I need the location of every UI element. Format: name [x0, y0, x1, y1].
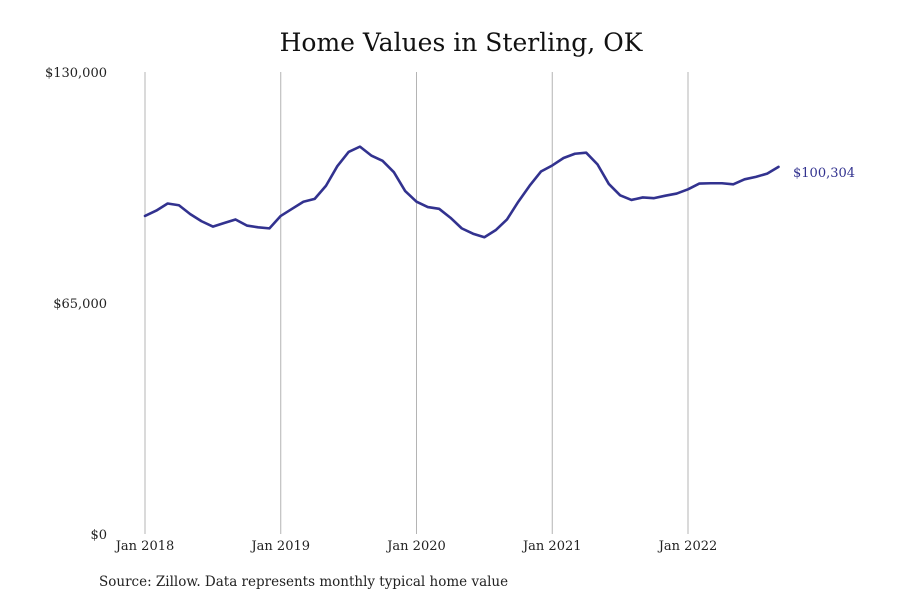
x-tick-label-3: Jan 2021	[521, 539, 582, 554]
data-point-2020-08	[494, 229, 497, 232]
data-point-2021-05	[596, 163, 599, 166]
data-point-2020-05	[460, 227, 463, 230]
data-point-2019-05	[325, 184, 328, 187]
data-point-2019-06	[336, 165, 339, 168]
data-point-2021-04	[585, 151, 588, 154]
data-point-2018-04	[178, 204, 181, 207]
data-point-2018-10	[246, 224, 249, 227]
data-point-2020-01	[415, 200, 418, 203]
data-point-2021-07	[619, 194, 622, 197]
data-point-2020-06	[472, 232, 475, 235]
data-point-2021-03	[574, 152, 577, 155]
data-point-2019-11	[393, 171, 396, 174]
data-point-2020-04	[449, 216, 452, 219]
data-point-2019-04	[313, 198, 316, 201]
data-point-2022-02	[698, 182, 701, 185]
data-point-2020-02	[427, 206, 430, 209]
data-point-2019-07	[347, 151, 350, 154]
data-point-2021-10	[653, 197, 656, 200]
x-tick-label-1: Jan 2019	[249, 539, 310, 554]
y-tick-label-0: $0	[90, 528, 107, 543]
data-point-2018-02	[155, 209, 158, 212]
data-point-2020-11	[528, 184, 531, 187]
data-point-2021-12	[675, 192, 678, 195]
data-point-2022-04	[721, 182, 724, 185]
data-point-2019-09	[370, 154, 373, 157]
data-point-2021-08	[630, 199, 633, 202]
x-axis: Jan 2018 Jan 2019 Jan 2020 Jan 2021 Jan 2022	[114, 539, 718, 554]
data-point-2018-03	[166, 202, 169, 205]
y-axis: $0 $65,000 $130,000	[45, 66, 107, 543]
data-point-2022-01	[687, 188, 690, 191]
last-value-label: $100,304	[793, 166, 855, 181]
data-point-2019-08	[359, 145, 362, 148]
data-point-2020-10	[517, 200, 520, 203]
y-tick-label-2: $130,000	[45, 66, 107, 81]
vertical-gridlines	[144, 72, 689, 534]
data-point-2019-01	[279, 215, 282, 218]
data-point-2022-08	[766, 172, 769, 175]
data-point-2021-11	[664, 194, 667, 197]
data-point-2021-02	[562, 157, 565, 160]
data-point-2019-03	[302, 200, 305, 203]
data-point-2022-03	[709, 182, 712, 185]
data-point-2021-09	[641, 196, 644, 199]
chart-title: Home Values in Sterling, OK	[280, 28, 644, 57]
data-point-2020-03	[438, 208, 441, 211]
data-point-2018-08	[223, 222, 226, 225]
data-point-2018-12	[268, 227, 271, 230]
data-point-2018-06	[200, 220, 203, 223]
data-point-2022-05	[732, 183, 735, 186]
data-point-2019-10	[381, 160, 384, 163]
data-point-2019-12	[404, 190, 407, 193]
data-point-2020-09	[506, 218, 509, 221]
x-tick-label-0: Jan 2018	[114, 539, 175, 554]
data-point-2019-02	[291, 208, 294, 211]
series-layer	[143, 145, 780, 239]
y-tick-label-1: $65,000	[53, 297, 107, 312]
data-point-2018-11	[257, 226, 260, 229]
data-point-2020-12	[540, 170, 543, 173]
data-point-2022-07	[755, 176, 758, 179]
series-line-0	[143, 145, 780, 239]
data-point-2020-07	[483, 236, 486, 239]
data-point-2018-07	[212, 225, 215, 228]
data-point-2018-01	[144, 215, 147, 218]
data-point-2022-06	[743, 178, 746, 181]
data-point-2018-05	[189, 213, 192, 216]
data-point-2018-09	[234, 218, 237, 221]
source-note: Source: Zillow. Data represents monthly …	[99, 574, 508, 590]
data-point-2021-01	[551, 164, 554, 167]
data-point-2021-06	[608, 183, 611, 186]
x-tick-label-4: Jan 2022	[657, 539, 718, 554]
x-tick-label-2: Jan 2020	[385, 539, 446, 554]
data-point-2022-09	[777, 166, 780, 169]
